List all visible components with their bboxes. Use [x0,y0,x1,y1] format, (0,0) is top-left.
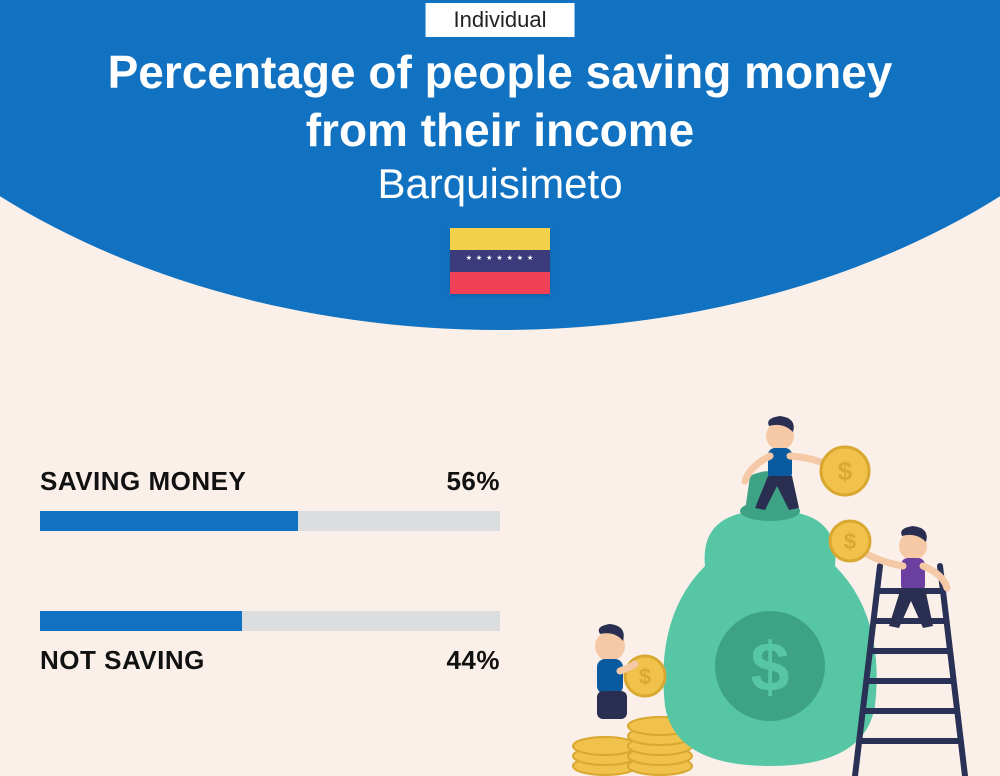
page-title: Percentage of people saving money from t… [0,44,1000,159]
venezuela-flag-icon: ★ ★ ★ ★ ★ ★ ★ [450,228,550,294]
svg-text:$: $ [751,628,790,706]
bar-track [40,611,500,631]
bar-fill [40,511,298,531]
flag-stripe-blue: ★ ★ ★ ★ ★ ★ ★ [450,250,550,272]
bar-track [40,511,500,531]
bar-label: NOT SAVING [40,645,205,676]
title-line-1: Percentage of people saving money [108,46,893,98]
money-bag-icon: $ [663,471,876,766]
savings-illustration: $ $ $ $ [555,416,985,776]
flag-stripe-yellow [450,228,550,250]
page-subtitle: Barquisimeto [0,160,1000,208]
bar-not-saving: NOT SAVING 44% [40,611,500,676]
bar-chart: SAVING MONEY 56% NOT SAVING 44% [40,466,500,756]
bar-saving-money: SAVING MONEY 56% [40,466,500,531]
person-top-icon: $ [745,416,869,510]
title-line-2: from their income [306,104,695,156]
bar-label: SAVING MONEY [40,466,246,497]
svg-text:$: $ [844,529,856,554]
svg-text:$: $ [639,664,651,689]
svg-text:$: $ [838,456,853,486]
flag-stars-icon: ★ ★ ★ ★ ★ ★ ★ [450,254,550,262]
bar-value: 56% [446,466,500,497]
category-badge: Individual [426,3,575,37]
bar-fill [40,611,242,631]
bar-value: 44% [446,645,500,676]
flag-stripe-red [450,272,550,294]
person-sitting-icon: $ [595,624,665,719]
